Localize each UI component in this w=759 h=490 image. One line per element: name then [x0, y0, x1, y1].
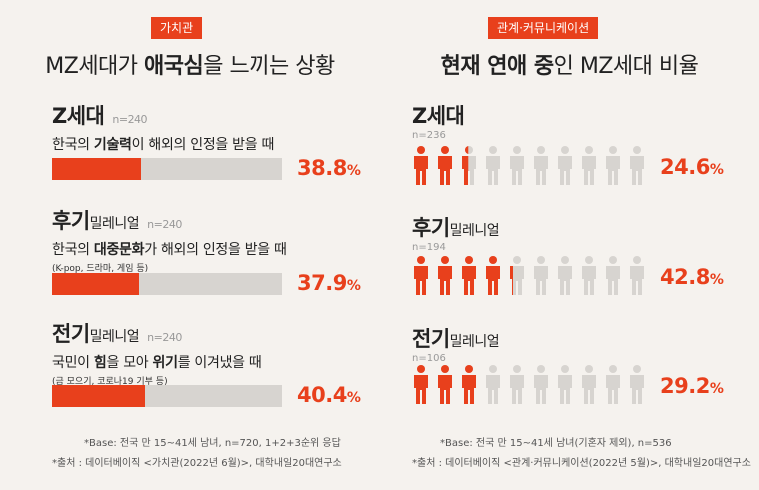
person-icon: [462, 146, 476, 185]
person-icon: [414, 365, 428, 404]
pictogram-row: [414, 365, 644, 404]
group-early-millennial: 전기밀레니얼 n=106: [412, 323, 500, 364]
group-name: 전기밀레니얼 n=240: [52, 322, 182, 346]
sample-size: n=240: [112, 113, 148, 126]
person-icon: [630, 256, 644, 295]
situation-text: 한국의 기술력이 해외의 인정을 받을 때: [52, 137, 275, 153]
data-label: 37.9%: [297, 271, 361, 295]
bar-fill: [52, 273, 140, 295]
footnote-source: *출처 : 데이터베이직 <가치관(2022년 6월)>, 대학내일20대연구소: [52, 458, 342, 469]
pictogram-row: [414, 146, 644, 185]
bar-track: [52, 158, 282, 180]
group-late-millennial: 후기밀레니얼 n=194: [412, 212, 500, 253]
group-name: 전기밀레니얼: [412, 327, 500, 351]
person-icon: [486, 365, 500, 404]
person-icon: [510, 365, 524, 404]
pictogram-row: [414, 256, 644, 295]
situation-text: 국민이 힘을 모아 위기를 이겨냈을 때: [52, 355, 262, 371]
chart-title: MZ세대가 애국심을 느끼는 상황: [45, 54, 335, 79]
person-icon: [582, 256, 596, 295]
group-z: Z세대 n=240 한국의 기술력이 해외의 인정을 받을 때: [52, 100, 274, 154]
person-icon: [630, 146, 644, 185]
person-icon: [510, 146, 524, 185]
bar-track: [52, 385, 282, 407]
group-name: 후기밀레니얼 n=240: [52, 209, 182, 233]
person-icon: [486, 146, 500, 185]
sample-size: n=240: [147, 331, 182, 344]
bar-fill: [52, 158, 142, 180]
person-icon: [606, 365, 620, 404]
situation-note: (금 모으기, 코로나19 기부 등): [52, 377, 168, 387]
person-icon: [462, 256, 476, 295]
data-label: 40.4%: [297, 383, 361, 407]
person-icon: [534, 256, 548, 295]
category-tag: 가치관: [151, 17, 203, 39]
category-tag: 관계·커뮤니케이션: [488, 17, 599, 39]
person-icon: [630, 365, 644, 404]
sample-size: n=240: [147, 218, 182, 231]
sample-size: n=194: [412, 242, 446, 253]
sample-size: n=236: [412, 130, 446, 141]
person-icon: [558, 256, 572, 295]
chart-title: 현재 연애 중인 MZ세대 비율: [440, 54, 699, 79]
group-name: Z세대 n=240: [52, 104, 148, 128]
situation-text: 한국의 대중문화가 해외의 인정을 받을 때: [52, 242, 287, 258]
group-late-millennial: 후기밀레니얼 n=240 한국의 대중문화가 해외의 인정을 받을 때 (K-po…: [52, 205, 287, 274]
group-name: Z세대: [412, 104, 465, 128]
person-icon: [486, 256, 500, 295]
person-icon: [462, 365, 476, 404]
person-icon: [534, 146, 548, 185]
person-icon: [558, 365, 572, 404]
group-z: Z세대 n=236: [412, 100, 465, 141]
person-icon: [606, 146, 620, 185]
data-label: 42.8%: [660, 265, 724, 289]
person-icon: [438, 146, 452, 185]
bar-track: [52, 273, 282, 295]
person-icon: [582, 365, 596, 404]
person-icon: [582, 146, 596, 185]
person-icon: [414, 256, 428, 295]
person-icon: [606, 256, 620, 295]
person-icon: [414, 146, 428, 185]
footnote-base: *Base: 전국 만 15~41세 남녀(기혼자 제외), n=536: [440, 438, 672, 449]
footnote-base: *Base: 전국 만 15~41세 남녀, n=720, 1+2+3순위 응답: [84, 438, 341, 449]
data-label: 24.6%: [660, 155, 724, 179]
group-name: 후기밀레니얼: [412, 216, 500, 240]
person-icon: [438, 365, 452, 404]
footnote-source: *출처 : 데이터베이직 <관계·커뮤니케이션(2022년 5월)>, 대학내일…: [412, 458, 751, 469]
data-label: 29.2%: [660, 374, 724, 398]
sample-size: n=106: [412, 353, 446, 364]
data-label: 38.8%: [297, 156, 361, 180]
group-early-millennial: 전기밀레니얼 n=240 국민이 힘을 모아 위기를 이겨냈을 때 (금 모으기,…: [52, 318, 262, 387]
person-icon: [558, 146, 572, 185]
situation-note: (K-pop, 드라마, 게임 등): [52, 264, 149, 274]
bar-fill: [52, 385, 145, 407]
person-icon: [438, 256, 452, 295]
person-icon: [534, 365, 548, 404]
person-icon: [510, 256, 524, 295]
